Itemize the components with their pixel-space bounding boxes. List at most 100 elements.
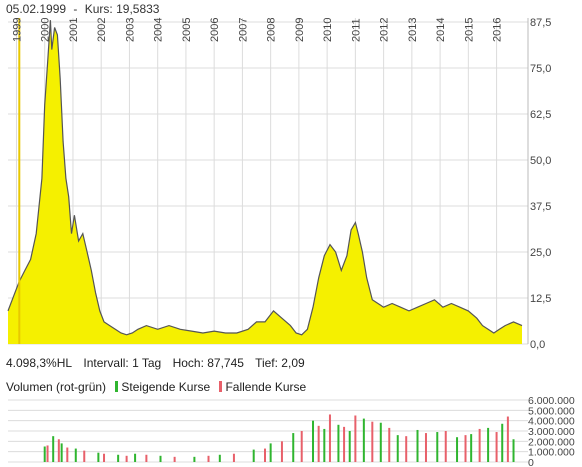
rising-label: Steigende Kurse xyxy=(121,380,211,394)
volume-bar-falling xyxy=(405,436,408,462)
x-tick-label: 2009 xyxy=(294,18,306,42)
volume-y-tick-label: 3.000.000 xyxy=(528,426,575,438)
cursor-price: Kurs: 19,5833 xyxy=(84,2,160,16)
volume-bar-rising xyxy=(193,456,196,462)
volume-bar-rising xyxy=(436,432,439,462)
volume-bar-falling xyxy=(354,415,357,462)
y-tick-label: 37,5 xyxy=(530,201,551,213)
volume-bar-falling xyxy=(464,435,467,462)
volume-bar-falling xyxy=(371,421,374,462)
x-tick-label: 2007 xyxy=(237,18,249,42)
volume-bar-rising xyxy=(252,449,255,462)
volume-y-tick-label: 0 xyxy=(528,457,534,466)
y-tick-label: 0,0 xyxy=(530,339,545,351)
volume-bar-rising xyxy=(97,452,100,462)
volume-bar-falling xyxy=(207,455,210,462)
volume-bar-rising xyxy=(456,437,459,462)
volume-bar-rising xyxy=(218,454,221,462)
volume-bar-falling xyxy=(300,431,303,462)
volume-bar-falling xyxy=(232,453,235,462)
y-tick-label: 62,5 xyxy=(530,109,551,121)
volume-bar-rising xyxy=(60,443,63,462)
volume-bar-falling xyxy=(328,414,331,462)
volume-y-tick-label: 1.000.000 xyxy=(528,447,575,459)
volume-bar-rising xyxy=(362,418,365,462)
volume-bar-falling xyxy=(46,445,49,462)
x-tick-label: 2000 xyxy=(40,18,52,42)
price-area xyxy=(8,20,522,344)
change-percent: 4.098,3%HL xyxy=(6,356,73,370)
x-tick-label: 2002 xyxy=(96,18,108,42)
x-tick-label: 2003 xyxy=(124,18,136,42)
volume-bar-rising xyxy=(379,422,382,462)
x-tick-label: 2001 xyxy=(68,18,80,42)
volume-bar-falling xyxy=(280,441,283,462)
volume-y-tick-label: 5.000.000 xyxy=(528,405,575,417)
x-tick-label: 2010 xyxy=(322,18,334,42)
volume-bar-rising xyxy=(269,443,272,462)
cursor-date: 05.02.1999 xyxy=(6,2,67,16)
volume-bar-rising xyxy=(134,453,137,462)
low-value: Tief: 2,09 xyxy=(255,356,305,370)
x-tick-label: 2006 xyxy=(209,18,221,42)
volume-bar-falling xyxy=(83,450,86,462)
x-tick-label: 2012 xyxy=(379,18,391,42)
price-chart[interactable]: 1999 2000 2001 2002 2003 2004 2005 2006 2007 2008… xyxy=(0,0,582,356)
volume-bar-falling xyxy=(125,455,128,462)
volume-bar-falling xyxy=(478,428,481,462)
header-separator: - xyxy=(73,2,78,16)
volume-chart[interactable]: 01.000.0002.000.0003.000.0004.000.0005.0… xyxy=(0,394,582,466)
price-line xyxy=(7,20,523,336)
volume-bar-falling xyxy=(388,427,391,462)
volume-bar-rising xyxy=(117,454,120,462)
x-tick-label: 2008 xyxy=(266,18,278,42)
x-tick-label: 2005 xyxy=(181,18,193,42)
volume-bar-falling xyxy=(317,425,320,462)
y-tick-label: 50,0 xyxy=(530,155,551,167)
volume-bar-rising xyxy=(312,420,315,462)
volume-bar-falling xyxy=(103,453,106,462)
volume-bar-falling xyxy=(264,448,266,462)
volume-bar-rising xyxy=(396,435,399,462)
volume-bar-falling xyxy=(66,447,69,462)
volume-y-tick-label: 2.000.000 xyxy=(528,436,575,448)
volume-bar-rising xyxy=(74,448,77,462)
rising-swatch-icon xyxy=(115,381,119,392)
volume-title: Volumen (rot-grün) xyxy=(6,380,107,394)
y-tick-label: 25,0 xyxy=(530,247,551,259)
x-tick-label: 2004 xyxy=(153,18,165,42)
falling-label: Fallende Kurse xyxy=(225,380,307,394)
x-tick-label: 2013 xyxy=(407,18,419,42)
volume-y-tick-label: 6.000.000 xyxy=(528,395,575,407)
volume-bar-falling xyxy=(57,439,60,462)
x-tick-label: 1999 xyxy=(11,18,23,42)
x-tick-label: 2011 xyxy=(350,18,362,42)
volume-bar-rising xyxy=(52,436,55,462)
x-tick-label: 2016 xyxy=(492,18,504,42)
volume-bar-rising xyxy=(470,434,473,462)
chart-header: 05.02.1999 - Kurs: 19,5833 xyxy=(6,2,163,16)
x-tick-label: 2014 xyxy=(435,18,447,42)
volume-bar-rising xyxy=(43,446,46,462)
y-tick-label: 75,0 xyxy=(530,63,551,75)
volume-bar-falling xyxy=(506,416,509,462)
volume-bar-falling xyxy=(444,431,447,462)
volume-bar-rising xyxy=(323,428,326,462)
volume-y-tick-label: 4.000.000 xyxy=(528,416,575,428)
volume-bar-rising xyxy=(292,433,295,462)
x-tick-label: 2015 xyxy=(463,18,475,42)
high-value: Hoch: 87,745 xyxy=(172,356,244,370)
volume-bar-rising xyxy=(501,423,504,462)
volume-bar-rising xyxy=(416,429,419,462)
volume-legend: Volumen (rot-grün) Steigende Kurse Falle… xyxy=(6,380,306,394)
volume-bar-rising xyxy=(512,439,515,462)
y-tick-label: 12,5 xyxy=(530,293,551,305)
volume-bar-rising xyxy=(159,455,162,462)
volume-bar-rising xyxy=(348,431,351,462)
volume-bar-falling xyxy=(495,432,498,462)
stats-bar: 4.098,3%HL Intervall: 1 Tag Hoch: 87,745… xyxy=(6,356,313,370)
volume-bar-rising xyxy=(337,424,340,462)
interval-label[interactable]: Intervall: 1 Tag xyxy=(83,356,162,370)
volume-bar-rising xyxy=(487,427,490,462)
y-tick-label: 87,5 xyxy=(530,17,551,29)
